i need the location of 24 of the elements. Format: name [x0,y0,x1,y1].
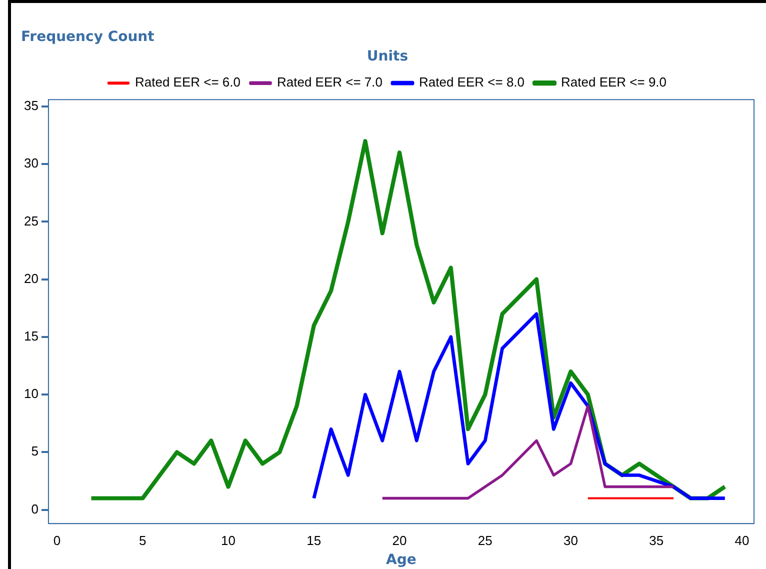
x-tick-label: 10 [221,532,236,548]
y-tick-label: 30 [24,156,38,171]
x-tick-label: 25 [478,532,492,548]
legend-label: Rated EER <= 9.0 [561,74,667,90]
x-tick-label: 0 [53,532,61,548]
legend-label: Rated EER <= 6.0 [134,74,240,90]
x-tick-label: 30 [564,532,578,548]
y-tick-label: 35 [24,98,38,114]
x-tick-label: 40 [734,532,750,548]
legend-label: Rated EER <= 7.0 [276,74,383,90]
x-tick-label: 15 [306,532,322,548]
y-tick-label: 10 [24,386,38,402]
y-tick-label: 15 [24,328,38,344]
legend-label: Rated EER <= 8.0 [419,74,525,90]
legend-title: Units [366,48,408,64]
y-axis-title: Frequency Count [21,29,155,46]
x-tick-label: 35 [649,532,664,548]
x-tick-label: 5 [139,532,146,548]
y-tick-label: 5 [31,444,38,459]
y-tick-label: 20 [24,270,38,286]
x-axis-title: Age [386,552,416,568]
x-tick-label: 20 [392,532,407,548]
y-tick-label: 25 [24,213,38,228]
y-tick-label: 0 [31,501,38,516]
